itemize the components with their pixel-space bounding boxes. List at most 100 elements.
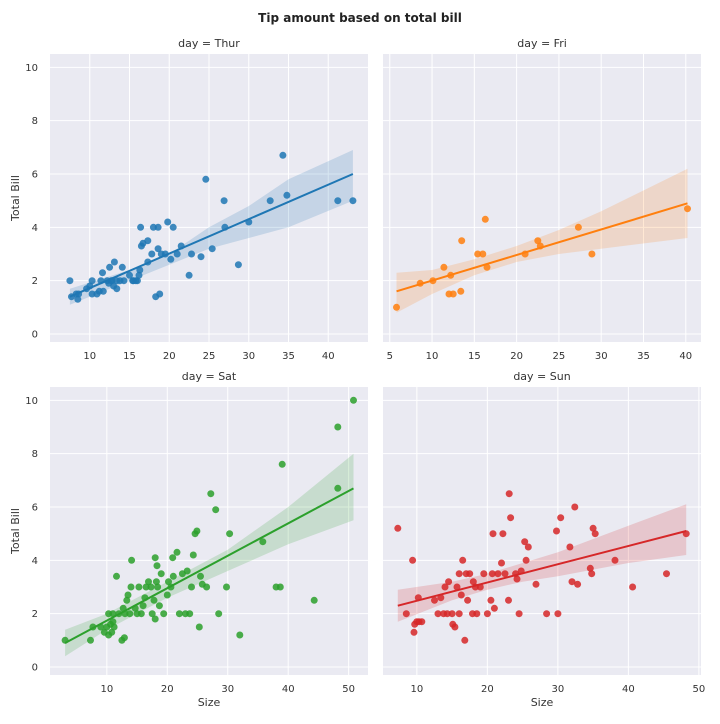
y-tick-label: 0 [32,663,38,674]
y-tick-label: 10 [25,396,38,407]
x-tick-label: 25 [553,351,566,362]
y-axis-label: Total Bill [9,508,22,555]
scatter-point [88,277,96,285]
x-tick-label: 30 [551,684,564,695]
scatter-point [494,570,502,578]
y-tick-label: 8 [32,116,38,127]
scatter-point [684,205,691,213]
scatter-point [99,287,107,295]
y-tick-label: 4 [32,556,38,567]
scatter-point [109,618,117,626]
scatter-point [515,610,523,618]
x-tick-label: 50 [693,684,706,695]
scatter-point [113,572,120,580]
scatter-point [479,250,487,258]
scatter-point [283,191,291,199]
scatter-point [409,556,417,564]
scatter-point [126,271,133,279]
scatter-point [165,578,172,586]
scatter-point [266,197,274,205]
scatter-point [278,460,286,468]
scatter-point [120,634,128,642]
scatter-point [220,197,228,205]
y-axis-label: Total Bill [9,175,22,222]
x-tick-label: 30 [242,351,255,362]
x-tick-label: 20 [481,684,494,695]
scatter-point [202,175,210,183]
scatter-point [483,263,491,271]
x-tick-label: 10 [100,684,113,695]
scatter-point [74,295,82,303]
scatter-point [173,548,181,556]
scatter-point [197,572,204,580]
scatter-point [588,250,596,258]
scatter-point [445,578,453,586]
y-tick-label: 6 [32,170,38,181]
scatter-point [142,583,150,591]
scatter-point [106,263,114,271]
scatter-point [124,591,132,599]
y-tick-label: 0 [32,330,38,341]
y-tick-label: 6 [32,503,38,514]
scatter-point [195,623,203,631]
scatter-point [160,610,168,618]
scatter-point [188,583,195,591]
scatter-point [532,580,540,588]
facet-title: day = Thur [178,37,240,50]
facet-panel-3: day = Sat 10 20 30 40 50 0 2 4 6 8 10 Size Total Bill [9,370,368,709]
scatter-point [169,572,177,580]
scatter-point [455,610,463,618]
regression-line [64,487,354,644]
scatter-point [571,503,579,511]
scatter-point [169,223,177,231]
scatter-point [524,543,532,551]
y-tick-label: 4 [32,223,38,234]
scatter-point [154,583,162,591]
scatter-point [350,396,357,404]
scatter-point [153,562,161,570]
scatter-point [87,636,94,644]
scatter-point [113,285,121,293]
x-tick-label: 40 [322,351,335,362]
facet-title: day = Sat [182,370,237,383]
scatter-point [126,610,134,618]
scatter-point [464,596,472,604]
scatter-point [443,610,451,618]
x-tick-label: 40 [282,684,295,695]
scatter-point [223,583,230,591]
regression-line [396,202,688,293]
x-tick-label: 20 [510,351,523,362]
scatter-point [128,556,136,564]
scatter-point [147,583,155,591]
scatter-point [521,538,529,546]
scatter-point [455,570,463,578]
scatter-point [457,591,465,599]
scatter-point [151,554,159,562]
scatter-point [226,530,234,538]
facet-title: day = Sun [513,370,570,383]
scatter-point [234,261,242,269]
scatter-point [483,610,491,618]
scatter-point [189,551,197,559]
scatter-point [279,151,287,159]
scatter-point [507,514,515,522]
scatter-point [501,570,509,578]
scatter-point [554,610,562,618]
scatter-point [155,602,163,610]
scatter-point [163,591,171,599]
scatter-point [118,263,126,271]
scatter-point [431,596,438,604]
scatter-point [145,578,152,586]
scatter-point [498,559,505,567]
confidence-band [396,168,688,313]
x-tick-label: 35 [282,351,295,362]
scatter-point [574,223,582,231]
scatter-point [154,223,162,231]
scatter-point [310,596,318,604]
scatter-point [440,263,448,271]
x-tick-label: 10 [83,351,96,362]
scatter-point [135,271,143,279]
scatter-point [139,602,147,610]
scatter-point [175,610,183,618]
x-tick-label: 15 [123,351,136,362]
